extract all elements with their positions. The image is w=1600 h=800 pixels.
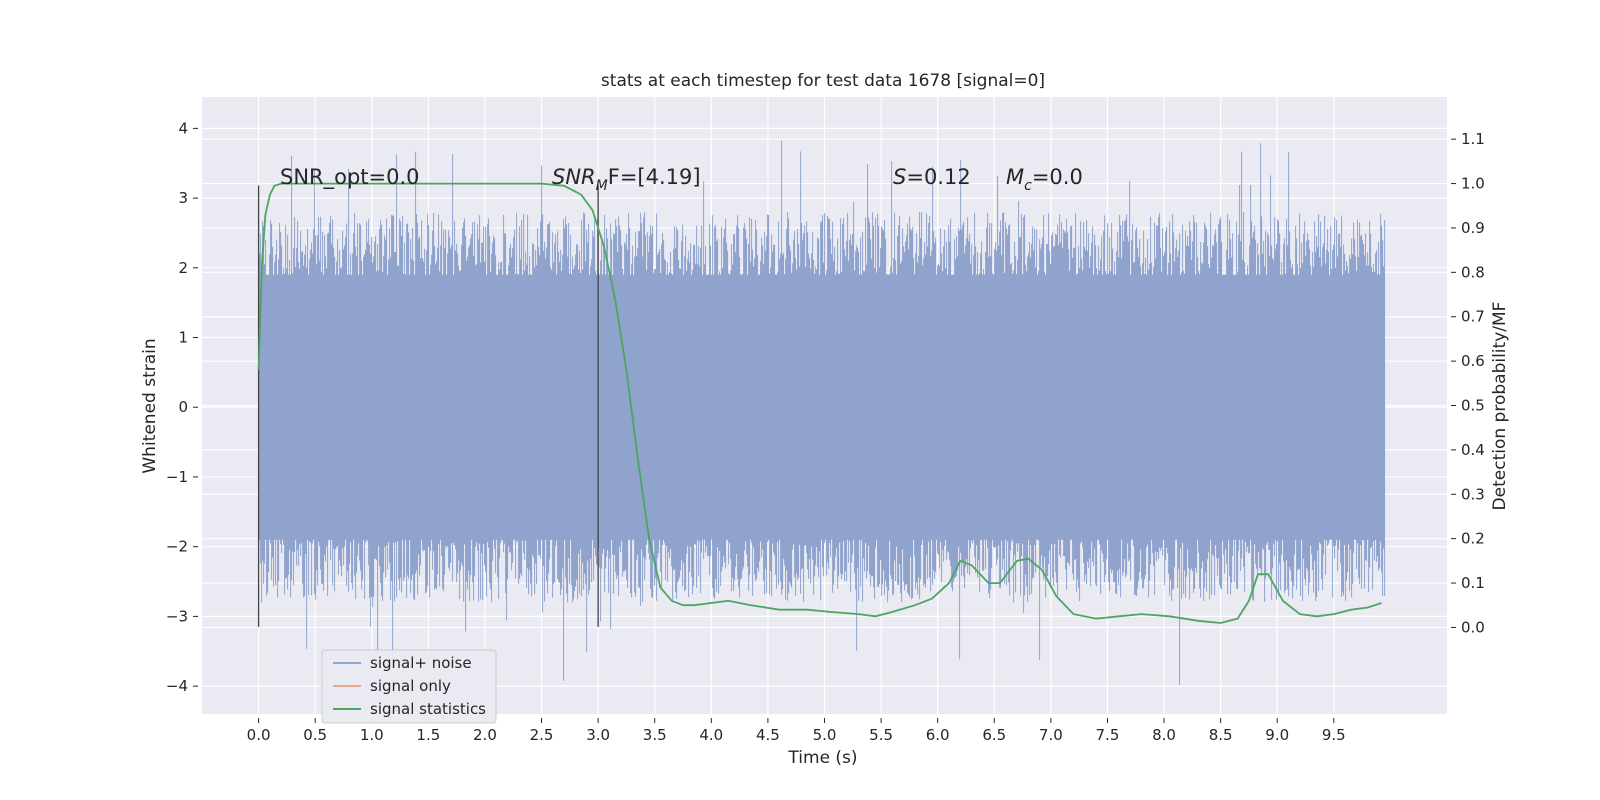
right-y-tick-label: 1.0 [1461, 175, 1485, 193]
right-y-tick-label: 0.6 [1461, 352, 1485, 370]
y-tick-label: 2 [178, 259, 188, 277]
y-tick-label: −1 [166, 468, 188, 486]
y-tick-label: −4 [166, 677, 188, 695]
x-tick-label: 1.5 [416, 726, 440, 744]
x-tick-label: 3.5 [643, 726, 667, 744]
right-y-tick-label: 0.8 [1461, 263, 1485, 281]
y-tick-label: 3 [178, 189, 188, 207]
x-tick-label: 0.5 [303, 726, 327, 744]
x-tick-label: 3.0 [586, 726, 610, 744]
annotation-s: S=0.12 [893, 165, 971, 189]
y-tick-label: −3 [166, 607, 188, 625]
right-y-tick-label: 0.5 [1461, 397, 1485, 415]
annotation-mc-value: =0.0 [1032, 165, 1083, 189]
x-tick-label: 6.5 [982, 726, 1006, 744]
right-y-tick-label: 0.2 [1461, 530, 1485, 548]
series-signal-statistics-line [257, 182, 1382, 624]
chart-title: stats at each timestep for test data 167… [601, 71, 1045, 91]
annotation-snr-mf-base: SNR [552, 165, 596, 189]
x-axis-label: Time (s) [787, 748, 857, 768]
x-tick-label: 9.0 [1265, 726, 1289, 744]
x-axis-ticks: 0.0 0.5 1.0 1.5 2.0 2.5 3.0 3.5 4.0 4.5 5.0 5.5 6.0 6… [247, 718, 1346, 744]
x-tick-label: 2.0 [473, 726, 497, 744]
right-y-tick-label: 0.7 [1461, 308, 1485, 326]
x-tick-label: 7.5 [1096, 726, 1120, 744]
x-tick-label: 6.0 [926, 726, 950, 744]
x-tick-label: 9.5 [1322, 726, 1346, 744]
annotation-s-symbol: S [893, 165, 906, 189]
annotation-mc-base: M [1006, 165, 1024, 189]
right-y-tick-label: 0.3 [1461, 485, 1485, 503]
right-y-tick-label: 0.0 [1461, 618, 1485, 636]
right-y-tick-label: 0.9 [1461, 219, 1485, 237]
vertical-markers [257, 185, 599, 627]
right-y-tick-label: 1.1 [1461, 130, 1485, 148]
annotation-s-value: =0.12 [906, 165, 970, 189]
x-tick-label: 2.5 [530, 726, 554, 744]
legend-label-signal-statistics: signal statistics [370, 700, 486, 718]
y-axis-label: Whitened strain [140, 338, 160, 473]
annotation-snr-mf-value: F=[4.19] [608, 165, 701, 189]
x-tick-label: 4.5 [756, 726, 780, 744]
right-y-axis-label: Detection probability/MF [1490, 302, 1510, 511]
annotation-mc-subscript: c [1024, 178, 1032, 194]
x-tick-label: 0.0 [247, 726, 271, 744]
x-tick-label: 8.0 [1152, 726, 1176, 744]
series-signal-plus-noise [258, 140, 1386, 685]
x-tick-label: 4.0 [699, 726, 723, 744]
annotation-snr-mf-subscript: M [596, 178, 608, 194]
right-y-axis-ticks: 1.1 1.0 0.9 0.8 0.7 0.6 0.5 0.4 0.3 0.2 0.1 0.0 [1451, 130, 1485, 636]
x-tick-label: 7.0 [1039, 726, 1063, 744]
right-y-tick-label: 0.1 [1461, 574, 1485, 592]
legend-box [321, 649, 497, 724]
x-tick-label: 8.5 [1209, 726, 1233, 744]
x-tick-label: 1.0 [360, 726, 384, 744]
y-tick-label: 4 [178, 119, 188, 137]
x-tick-label: 5.5 [869, 726, 893, 744]
right-y-tick-label: 0.4 [1461, 441, 1485, 459]
annotation-snr-opt: SNR_opt=0.0 [280, 165, 420, 190]
y-tick-label: 1 [178, 329, 188, 347]
x-tick-label: 5.0 [813, 726, 837, 744]
annotation-snr-mf: SNRMF=[4.19] [552, 165, 701, 194]
legend: signal+ noise signal only signal statist… [321, 649, 497, 724]
legend-label-signal-only: signal only [370, 677, 451, 695]
annotation-mc: Mc=0.0 [1006, 165, 1083, 194]
y-tick-label: 0 [178, 398, 188, 416]
y-axis-ticks: 4 3 2 1 0 −1 −2 −3 −4 [166, 119, 198, 695]
y-tick-label: −2 [166, 538, 188, 556]
legend-label-signal-plus-noise: signal+ noise [370, 654, 472, 672]
